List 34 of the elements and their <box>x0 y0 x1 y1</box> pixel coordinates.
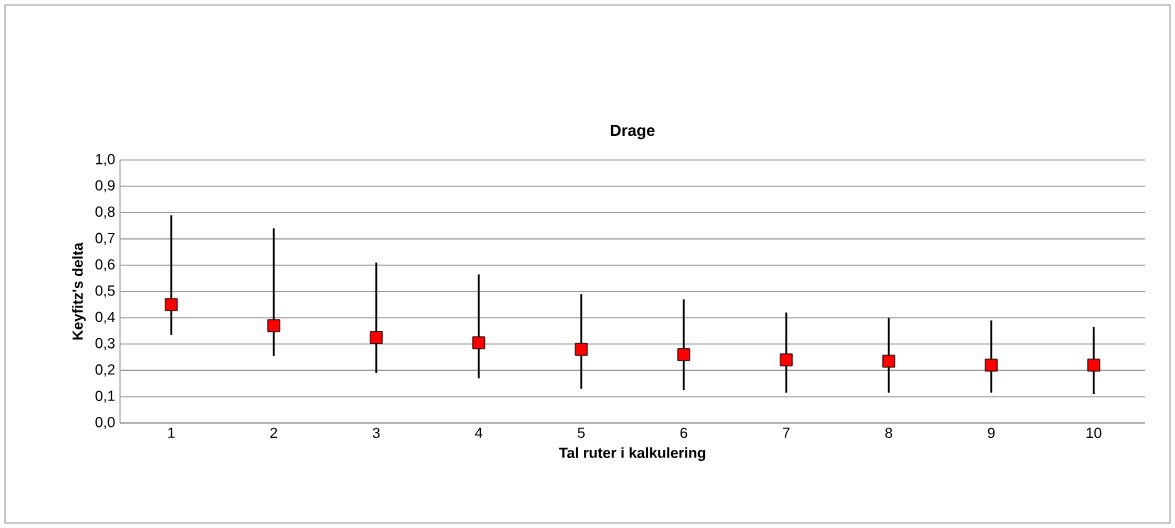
y-tick-label: 0,6 <box>95 259 115 272</box>
point <box>1087 358 1101 372</box>
point <box>369 331 383 344</box>
point <box>574 342 588 356</box>
x-tick-label: 4 <box>475 427 483 438</box>
point <box>779 353 793 367</box>
x-axis-title: Tal ruter i kalkulering <box>559 447 706 461</box>
x-tick-label: 8 <box>885 427 893 439</box>
point <box>472 336 486 350</box>
y-tick-label: 0,4 <box>95 311 115 324</box>
x-tick-label: 6 <box>680 427 688 439</box>
y-tick-label: 0,3 <box>95 338 115 351</box>
y-tick-label: 0,9 <box>95 180 115 193</box>
x-tick-label: 2 <box>270 427 278 438</box>
x-tick-label: 3 <box>372 427 380 439</box>
chart-title: Drage <box>610 124 655 140</box>
x-tick-label: 9 <box>987 427 995 439</box>
point <box>984 358 998 372</box>
x-tick-label: 7 <box>782 427 790 438</box>
y-tick-label: 0,7 <box>95 232 115 245</box>
y-tick-label: 1,0 <box>96 153 115 167</box>
y-tick-label: 0,2 <box>95 364 115 377</box>
point <box>164 298 178 312</box>
point <box>882 354 896 368</box>
x-tick-label: 5 <box>577 427 585 438</box>
point <box>677 348 691 362</box>
x-tick-label: 10 <box>1086 427 1102 439</box>
x-tick-label: 1 <box>168 427 175 438</box>
y-tick-label: 0,1 <box>95 390 115 403</box>
y-tick-label: 0,5 <box>95 285 115 298</box>
y-tick-label: 0,8 <box>95 206 115 219</box>
y-axis-title: Keyfitz's delta <box>72 242 86 340</box>
point <box>267 319 281 333</box>
y-tick-label: 0,0 <box>95 416 115 430</box>
